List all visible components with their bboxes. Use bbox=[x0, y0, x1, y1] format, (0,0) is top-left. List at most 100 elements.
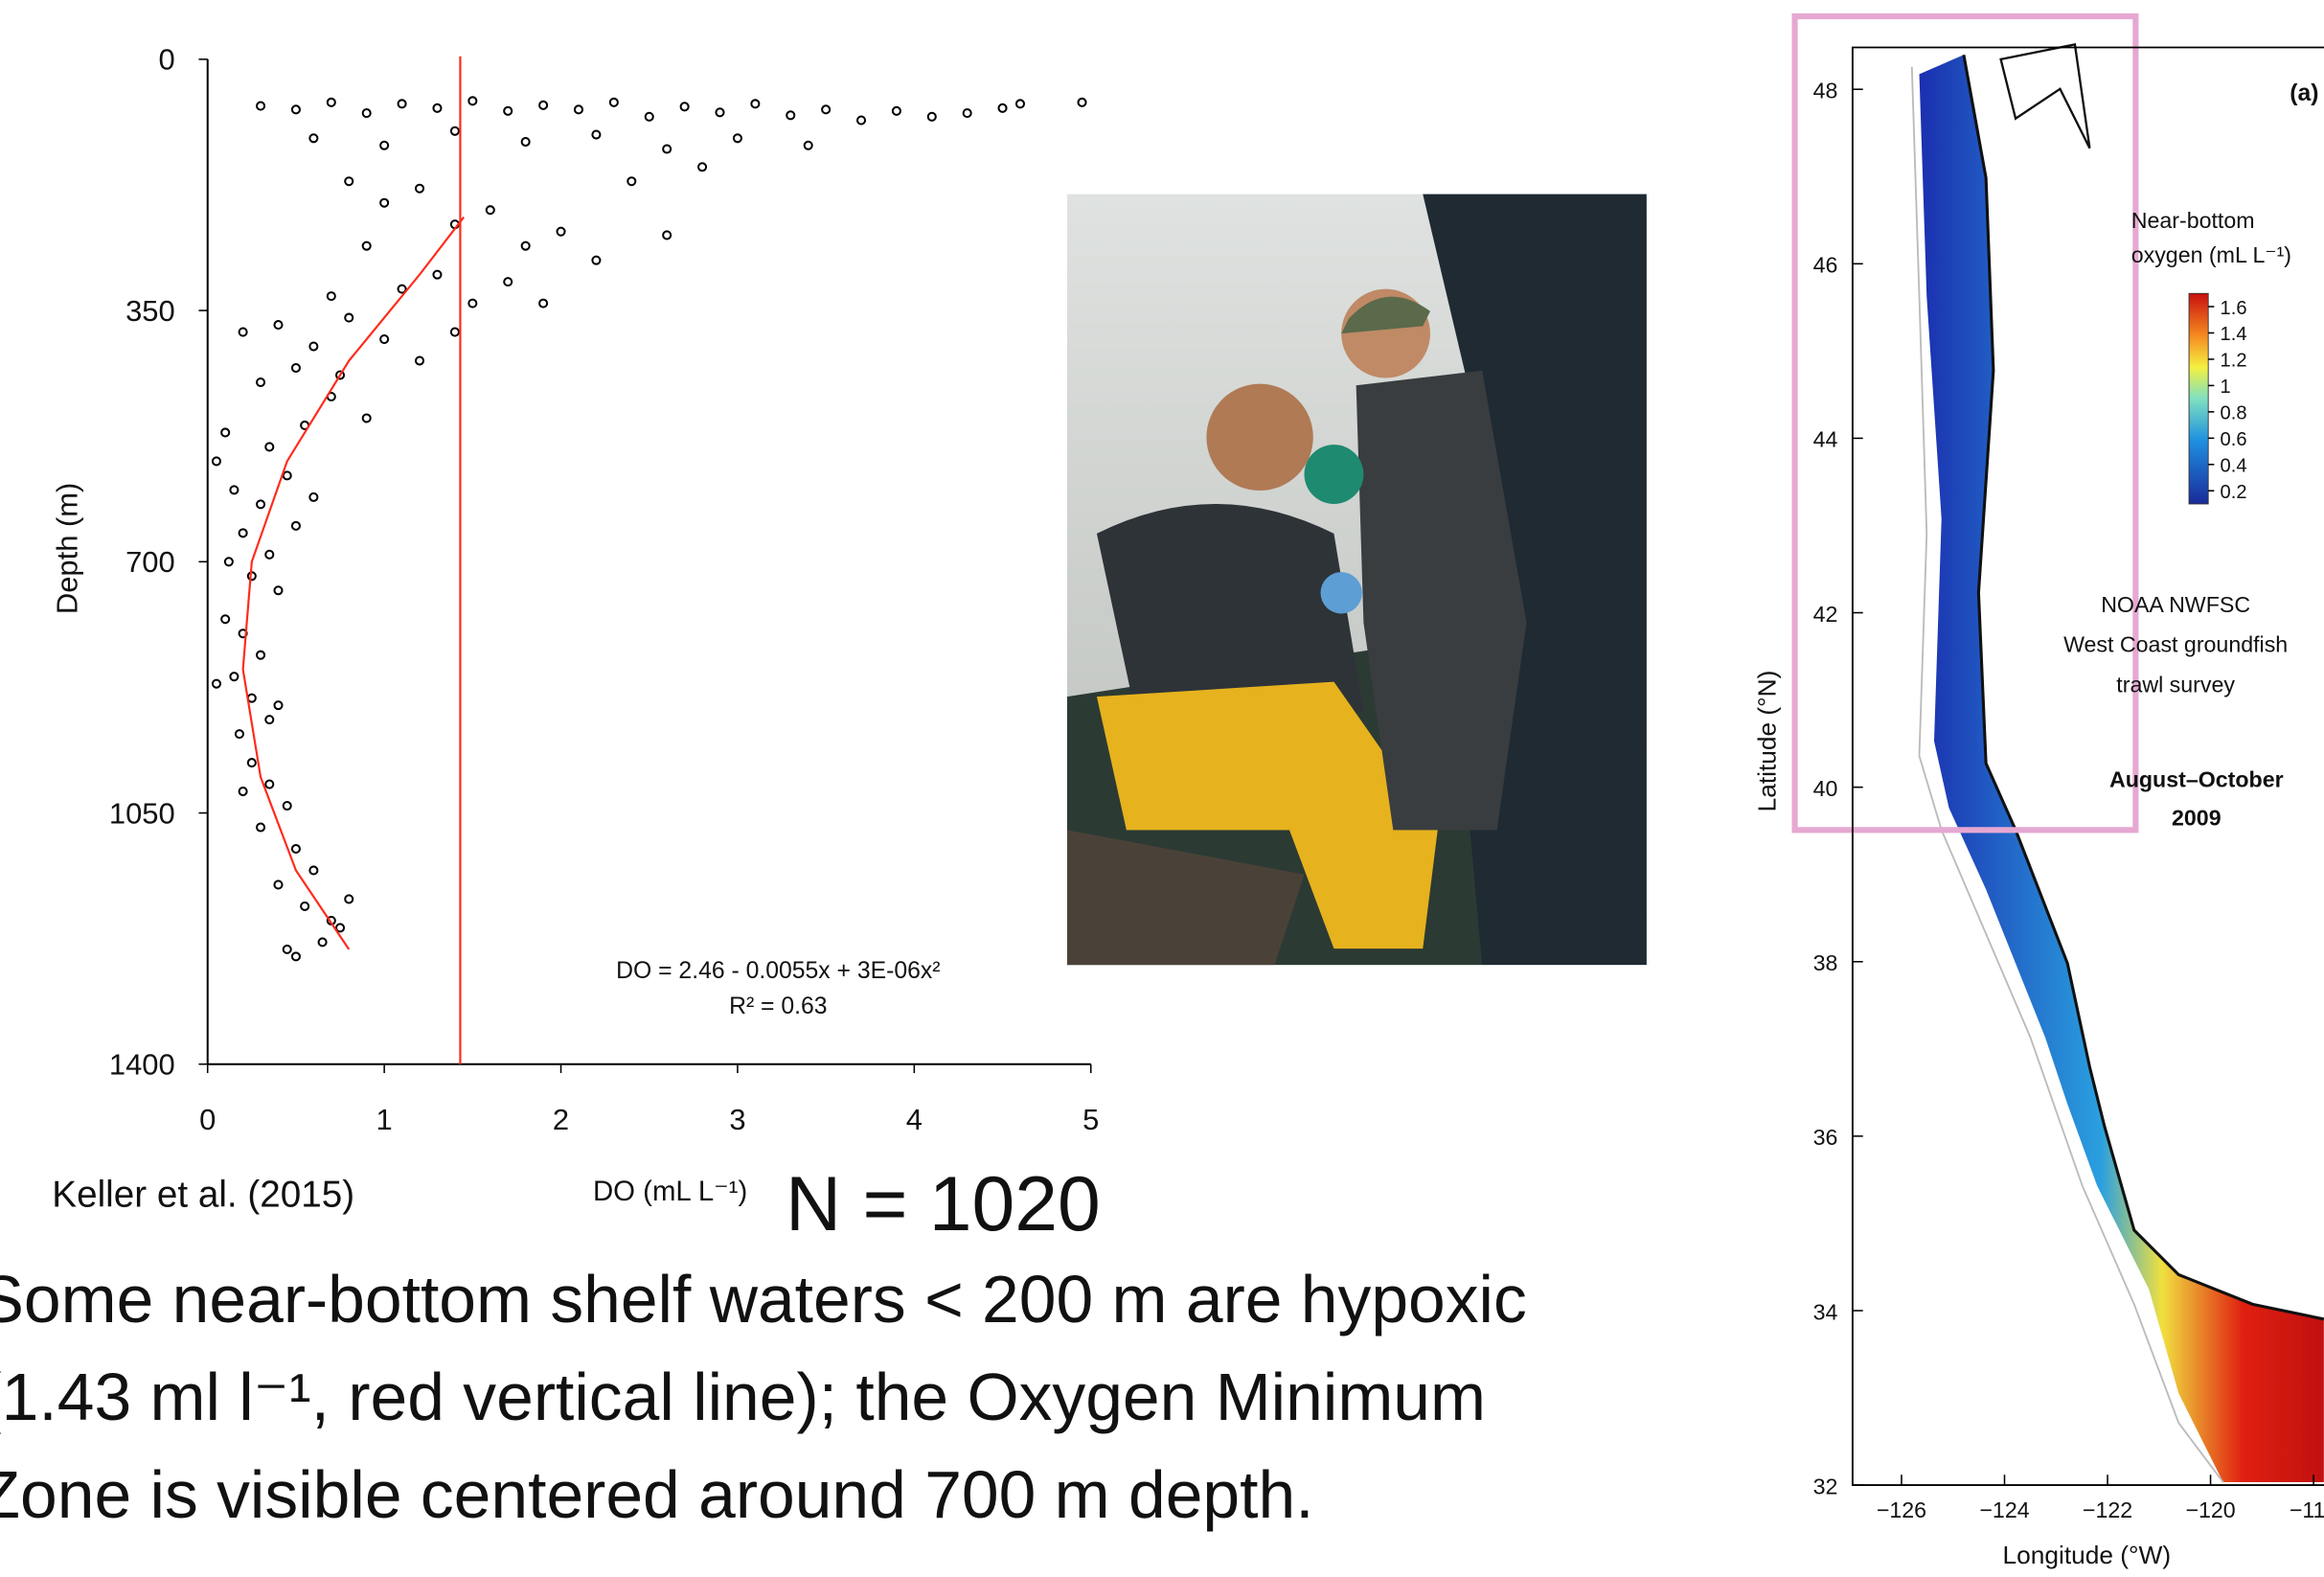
period-label: 2009 bbox=[2172, 806, 2221, 831]
colorbar-tick-label: 1.4 bbox=[2221, 324, 2247, 345]
source: Keller et al. (2015) bbox=[52, 1174, 354, 1215]
period-label: August–October bbox=[2109, 766, 2284, 791]
lon-tick-label: −124 bbox=[1979, 1497, 2029, 1522]
point bbox=[503, 105, 513, 116]
point bbox=[290, 363, 301, 374]
point bbox=[449, 126, 460, 136]
x-tick-label: 4 bbox=[906, 1103, 923, 1136]
point bbox=[891, 105, 901, 116]
caption-line: Some near-bottom shelf waters < 200 m ar… bbox=[0, 1262, 1527, 1337]
point bbox=[256, 101, 266, 111]
point bbox=[644, 111, 654, 122]
point bbox=[732, 133, 742, 144]
colorbar-tick-label: 1.6 bbox=[2221, 298, 2247, 319]
map-frame bbox=[1851, 46, 2324, 1487]
x-tick-label: 2 bbox=[553, 1103, 569, 1136]
point bbox=[282, 801, 292, 811]
caption-line: Zone is visible centered around 700 m de… bbox=[0, 1457, 1314, 1532]
point bbox=[627, 176, 637, 187]
point bbox=[750, 99, 761, 109]
colorbar bbox=[2188, 292, 2209, 505]
x-tick-label: 1 bbox=[376, 1103, 393, 1136]
point bbox=[786, 110, 796, 121]
point bbox=[467, 96, 478, 106]
fit-line bbox=[241, 217, 465, 950]
colorbar-title: oxygen (mL L⁻¹) bbox=[2131, 242, 2291, 267]
equation: DO = 2.46 - 0.0055x + 3E-06x² bbox=[616, 958, 940, 984]
point bbox=[317, 937, 328, 948]
lon-axis-label: Longitude (°W) bbox=[2003, 1541, 2172, 1569]
point bbox=[308, 865, 319, 876]
lat-tick-label: 46 bbox=[1813, 253, 1838, 278]
point bbox=[397, 284, 407, 294]
y-axis-label: Depth (m) bbox=[51, 483, 84, 614]
lat-tick-label: 36 bbox=[1813, 1125, 1838, 1150]
point bbox=[608, 97, 619, 107]
y-tick-label: 350 bbox=[125, 294, 175, 328]
point bbox=[1014, 99, 1026, 109]
r-squared: R² = 0.63 bbox=[729, 994, 827, 1019]
point bbox=[926, 111, 937, 122]
y-tick-label: 1050 bbox=[109, 796, 175, 830]
lon-tick-label: −118 bbox=[2290, 1497, 2324, 1522]
point bbox=[300, 901, 310, 911]
survey-label: trawl survey bbox=[2116, 672, 2235, 697]
point bbox=[238, 528, 248, 538]
lat-tick-label: 34 bbox=[1813, 1299, 1838, 1324]
point bbox=[211, 456, 221, 467]
lon-tick-label: −120 bbox=[2185, 1497, 2235, 1522]
point bbox=[290, 951, 301, 962]
lat-tick-label: 40 bbox=[1813, 776, 1838, 801]
lat-tick-label: 38 bbox=[1813, 950, 1838, 975]
point bbox=[344, 894, 354, 904]
point bbox=[397, 99, 407, 109]
lat-tick-label: 42 bbox=[1813, 602, 1838, 627]
point bbox=[538, 100, 549, 110]
survey-label: West Coast groundfish bbox=[2063, 632, 2288, 657]
point bbox=[803, 140, 813, 150]
point bbox=[256, 822, 266, 833]
colorbar-tick-label: 0.2 bbox=[2221, 482, 2247, 503]
point bbox=[326, 97, 336, 107]
colorbar-tick-label: 1.2 bbox=[2221, 351, 2247, 372]
point bbox=[264, 779, 275, 789]
point bbox=[997, 103, 1008, 113]
y-tick-label: 0 bbox=[158, 43, 174, 77]
y-tick-label: 1400 bbox=[109, 1048, 175, 1082]
point bbox=[256, 650, 266, 660]
point bbox=[591, 255, 602, 265]
point bbox=[662, 230, 672, 240]
colorbar-tick-label: 1 bbox=[2221, 377, 2231, 398]
point bbox=[556, 226, 566, 237]
point bbox=[264, 715, 275, 725]
point bbox=[282, 470, 292, 481]
point bbox=[273, 700, 284, 711]
point bbox=[273, 320, 284, 331]
point bbox=[264, 549, 275, 560]
point bbox=[573, 104, 584, 115]
point bbox=[821, 104, 832, 115]
n-label: N = 1020 bbox=[786, 1161, 1101, 1247]
lon-tick-label: −126 bbox=[1877, 1497, 1926, 1522]
point bbox=[379, 197, 390, 208]
point bbox=[520, 240, 531, 251]
point bbox=[697, 162, 708, 172]
point bbox=[229, 485, 239, 495]
caption-line: (1.43 ml l⁻¹, red vertical line); the Ox… bbox=[0, 1360, 1486, 1434]
point bbox=[379, 140, 390, 150]
point bbox=[264, 442, 275, 452]
point bbox=[256, 499, 266, 510]
point bbox=[238, 327, 248, 337]
point bbox=[290, 843, 301, 855]
lat-tick-label: 48 bbox=[1813, 78, 1838, 103]
colorbar-title: Near-bottom bbox=[2131, 208, 2255, 233]
point bbox=[591, 129, 602, 140]
point bbox=[273, 585, 284, 596]
point bbox=[361, 108, 372, 119]
point bbox=[361, 240, 372, 251]
point bbox=[326, 291, 336, 302]
lon-tick-label: −122 bbox=[2083, 1497, 2132, 1522]
point bbox=[344, 176, 354, 187]
point bbox=[414, 183, 425, 194]
point bbox=[223, 557, 234, 567]
